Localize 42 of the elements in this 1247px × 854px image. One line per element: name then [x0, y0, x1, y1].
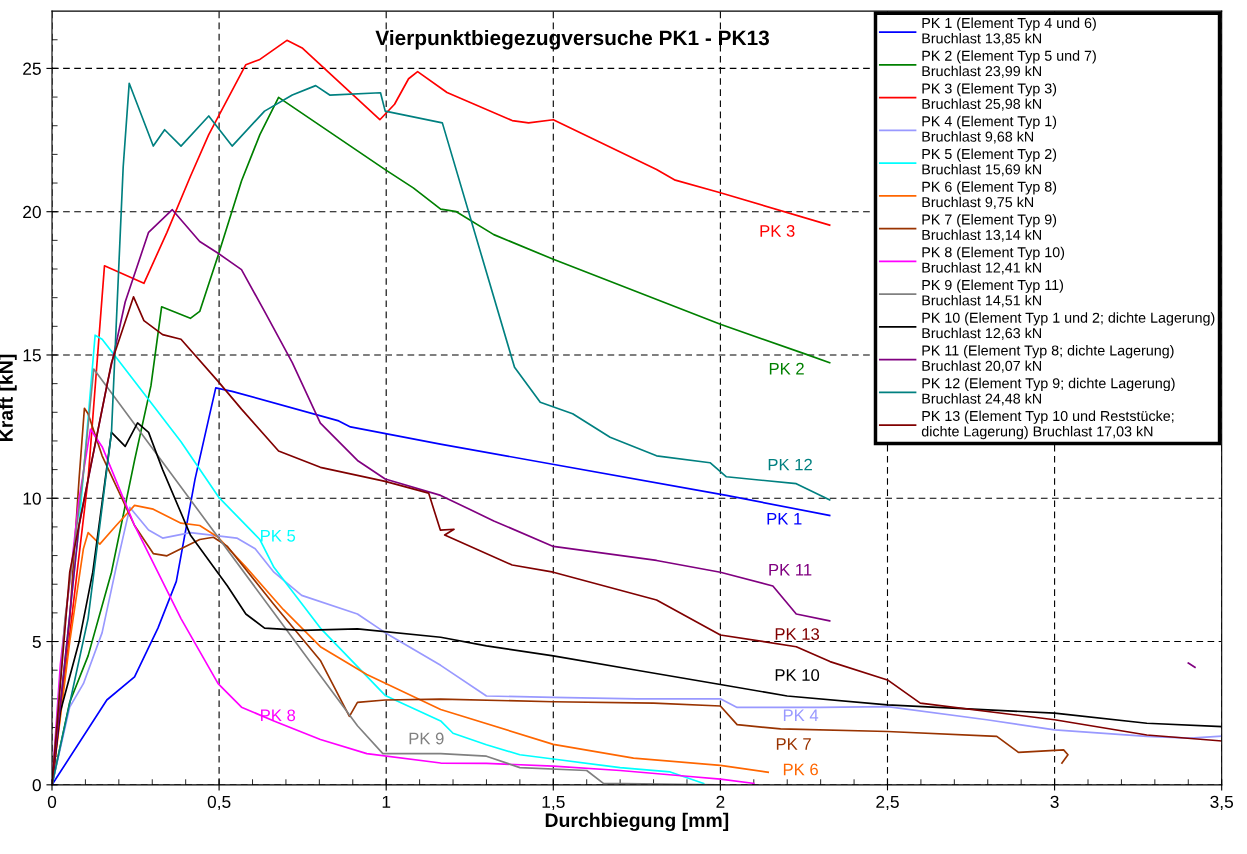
x-tick-label: 0 [47, 795, 57, 808]
legend-label: PK 8 (Element Typ 10) Bruchlast 12,41 kN [922, 246, 1065, 275]
legend-label: PK 9 (Element Typ 11) Bruchlast 14,51 kN [922, 279, 1063, 308]
annotation: PK 13 [775, 628, 820, 640]
annotation: PK 4 [783, 709, 819, 722]
legend-label: PK 1 (Element Typ 4 und 6) Bruchlast 13,85 kN [922, 17, 1096, 46]
x-tick-label: 3 [1050, 795, 1059, 808]
x-tick-label: 1,5 [542, 795, 565, 811]
annotation: PK 3 [760, 225, 795, 237]
annotation: PK 12 [768, 458, 812, 471]
x-axis-title: Durchbiegung [mm] [545, 812, 729, 832]
x-tick-label: 2,5 [876, 795, 899, 811]
x-tick-label: 2 [716, 795, 725, 808]
annotation: PK 7 [776, 738, 811, 750]
y-tick-label: 5 [32, 635, 41, 649]
y-tick-label: 20 [23, 205, 41, 219]
annotation: PK 8 [261, 709, 296, 722]
text: Vierpunktbiegezugversuche PK1 - PK13 [375, 29, 769, 50]
legend-label: PK 7 (Element Typ 9) Bruchlast 13,14 kN [922, 214, 1057, 242]
x-tick-label: 3,5 [1210, 795, 1234, 811]
annotation: PK 2 [769, 362, 804, 375]
legend-label: PK 3 (Element Typ 3) Bruchlast 25,98 kN [922, 83, 1057, 111]
annotation: PK 9 [409, 732, 444, 745]
y-tick-label: 10 [23, 492, 41, 505]
x-tick-label: 0,5 [207, 795, 231, 811]
y-tick-label: 0 [32, 778, 41, 792]
legend-label: PK 2 (Element Typ 5 und 7) Bruchlast 23,99 kN [922, 50, 1096, 78]
legend-label: PK 11 (Element Typ 8; dichte Lagerung) Bruchlast 20,07 kN [922, 345, 1174, 373]
legend-label: PK 6 (Element Typ 8) Bruchlast 9,75 kN [922, 181, 1057, 209]
legend-label: PK 5 (Element Typ 2) Bruchlast 15,69 kN [922, 148, 1057, 177]
y-tick-label: 15 [23, 349, 41, 362]
y-tick-label: 25 [23, 62, 41, 75]
legend-label: PK 10 (Element Typ 1 und 2; dichte Lagerung) Bruchlast 12,63 kN [922, 312, 1215, 340]
annotation: PK 6 [783, 763, 818, 776]
annotation: PK 11 [769, 564, 812, 576]
legend-label: PK 4 (Element Typ 1) Bruchlast 9,68 kN [922, 115, 1057, 144]
annotation: PK 1 [767, 513, 802, 525]
x-tick-label: 1 [382, 795, 391, 808]
annotation: PK 10 [775, 669, 820, 681]
legend-label: PK 12 (Element Typ 9; dichte Lagerung) Bruchlast 24,48 kN [922, 377, 1175, 406]
legend-label: PK 13 (Element Typ 10 und Reststücke; dichte Lagerung) Bruchlast 17,03 kN [921, 410, 1174, 440]
annotation: PK 5 [261, 530, 296, 542]
